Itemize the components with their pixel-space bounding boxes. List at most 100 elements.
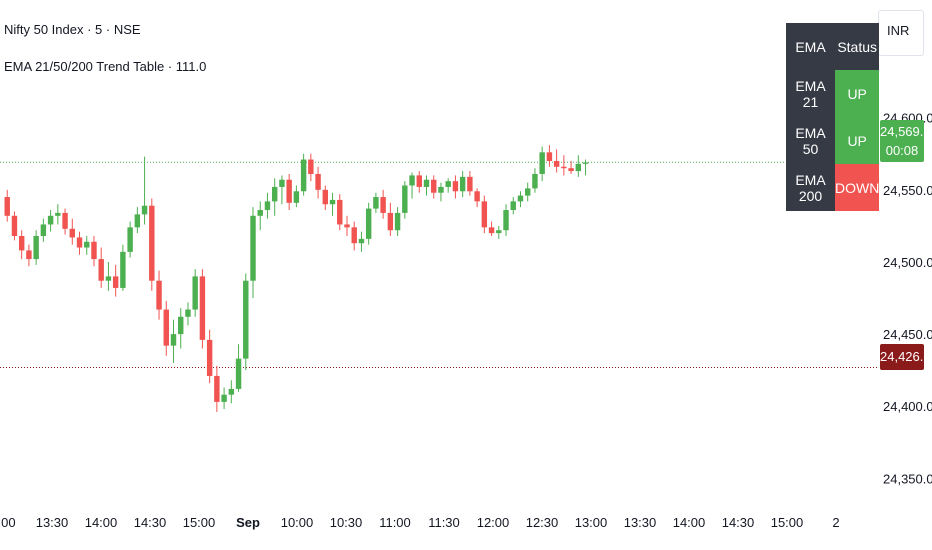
x-tick-label: 14:00	[673, 515, 706, 530]
ema-row-21: EMA 21 UP	[786, 70, 880, 117]
candle-body	[459, 176, 466, 192]
x-tick-label: 13:30	[36, 515, 69, 530]
ema-status: UP	[835, 117, 880, 164]
candle-body	[416, 175, 422, 187]
last-price-tag: 24,569.15 00:08	[880, 120, 932, 162]
candle-body	[170, 334, 177, 346]
candle-body	[300, 159, 307, 192]
candle-body	[76, 237, 83, 248]
candle-body	[105, 276, 112, 281]
ema-status: UP	[835, 70, 880, 117]
ema-label: EMA 50	[786, 117, 835, 164]
candle-body	[206, 339, 213, 376]
candle-body	[156, 280, 162, 310]
candle-body	[185, 309, 191, 317]
ema-trend-table: EMA Status EMA 21 UP EMA 50 UP EMA 200 D…	[786, 23, 880, 211]
x-tick-label: 10:30	[330, 515, 363, 530]
candle-body	[358, 238, 365, 244]
candle-body	[149, 205, 155, 281]
candle-body	[561, 166, 567, 169]
bar-countdown: 00:08	[885, 143, 919, 158]
candle-body	[402, 185, 408, 213]
candle-body	[4, 197, 10, 216]
candle-body	[525, 188, 531, 196]
candle-body	[112, 276, 119, 288]
candle-body	[452, 181, 459, 192]
candle-body	[431, 179, 437, 193]
candle-body	[127, 227, 133, 252]
candle-body	[214, 375, 220, 402]
candle-body	[257, 210, 263, 216]
candle-body	[481, 201, 488, 228]
x-tick-label: 13:00	[575, 515, 608, 530]
candle-body	[308, 159, 314, 174]
candle-body	[445, 181, 451, 187]
candle-body	[192, 276, 198, 310]
candle-body	[467, 176, 473, 192]
candle-body	[271, 186, 278, 202]
candle-body	[134, 214, 141, 228]
candle-body	[91, 241, 97, 260]
candle-body	[351, 227, 357, 244]
candle-body	[286, 179, 292, 203]
candle-body	[510, 201, 516, 211]
y-tick-label: 24,500.00	[883, 255, 932, 270]
x-tick-label: 11:00	[379, 515, 411, 530]
y-tick-label: 24,350.00	[883, 471, 932, 486]
candle-body	[84, 241, 90, 248]
candle-body	[62, 212, 68, 229]
candle-body	[315, 173, 321, 190]
currency-button[interactable]: INR	[878, 10, 924, 56]
candle-body	[178, 316, 184, 335]
x-tick-label: 13:30	[624, 515, 657, 530]
candle-body	[394, 212, 401, 231]
x-tick-label: 11:30	[428, 515, 460, 530]
y-axis: 24,350.00 24,400.00 24,450.00 24,500.00 24,5…	[883, 111, 932, 487]
candle-body	[532, 173, 538, 189]
candle-body	[546, 152, 553, 161]
ema-row-200: EMA 200 DOWN	[786, 164, 880, 211]
candle-body	[322, 189, 329, 205]
candle-body	[409, 175, 415, 186]
x-tick-label: 3:00	[0, 515, 16, 530]
x-tick-label: 12:00	[477, 515, 510, 530]
candle-body	[474, 191, 480, 202]
candle-body	[575, 163, 582, 172]
candle-body	[243, 280, 249, 359]
x-tick-label: 15:00	[183, 515, 216, 530]
previous-close-tag: 24,426.85	[880, 344, 932, 370]
candle-body	[503, 210, 509, 231]
candle-body	[55, 212, 61, 216]
candle-body	[568, 168, 574, 172]
candle-body	[293, 191, 300, 203]
ema-status: DOWN	[835, 164, 880, 211]
ema-label: EMA 21	[786, 70, 835, 117]
ema-table-header: EMA Status	[786, 23, 880, 70]
ema-label: EMA 200	[786, 164, 835, 211]
candle-body	[26, 250, 32, 260]
indicator-legend[interactable]: EMA 21/50/200 Trend Table · 111.0	[4, 59, 207, 74]
x-tick-label: Sep	[236, 515, 260, 530]
candle-body	[517, 195, 524, 202]
ema-row-50: EMA 50 UP	[786, 117, 880, 164]
candle-body	[47, 215, 54, 225]
symbol-legend[interactable]: Nifty 50 Index · 5 · NSE	[4, 22, 141, 37]
candle-body	[235, 358, 242, 389]
candle-body	[582, 162, 589, 164]
candle-body	[163, 309, 169, 346]
candle-body	[199, 276, 206, 340]
y-tick-label: 24,400.00	[883, 399, 932, 414]
candle-body	[380, 197, 386, 213]
candle-body	[373, 197, 379, 209]
x-axis: 3:00 13:30 14:00 14:30 15:00 Sep 10:00 10:30 11:…	[0, 515, 840, 530]
candles-group	[4, 145, 589, 412]
candle-body	[69, 228, 75, 238]
candle-body	[228, 388, 235, 395]
candle-body	[496, 230, 502, 234]
candle-body	[365, 208, 372, 239]
status-header: Status	[835, 23, 880, 70]
x-tick-label: 14:00	[85, 515, 118, 530]
x-tick-label: 15:00	[771, 515, 804, 530]
candle-body	[387, 212, 394, 231]
